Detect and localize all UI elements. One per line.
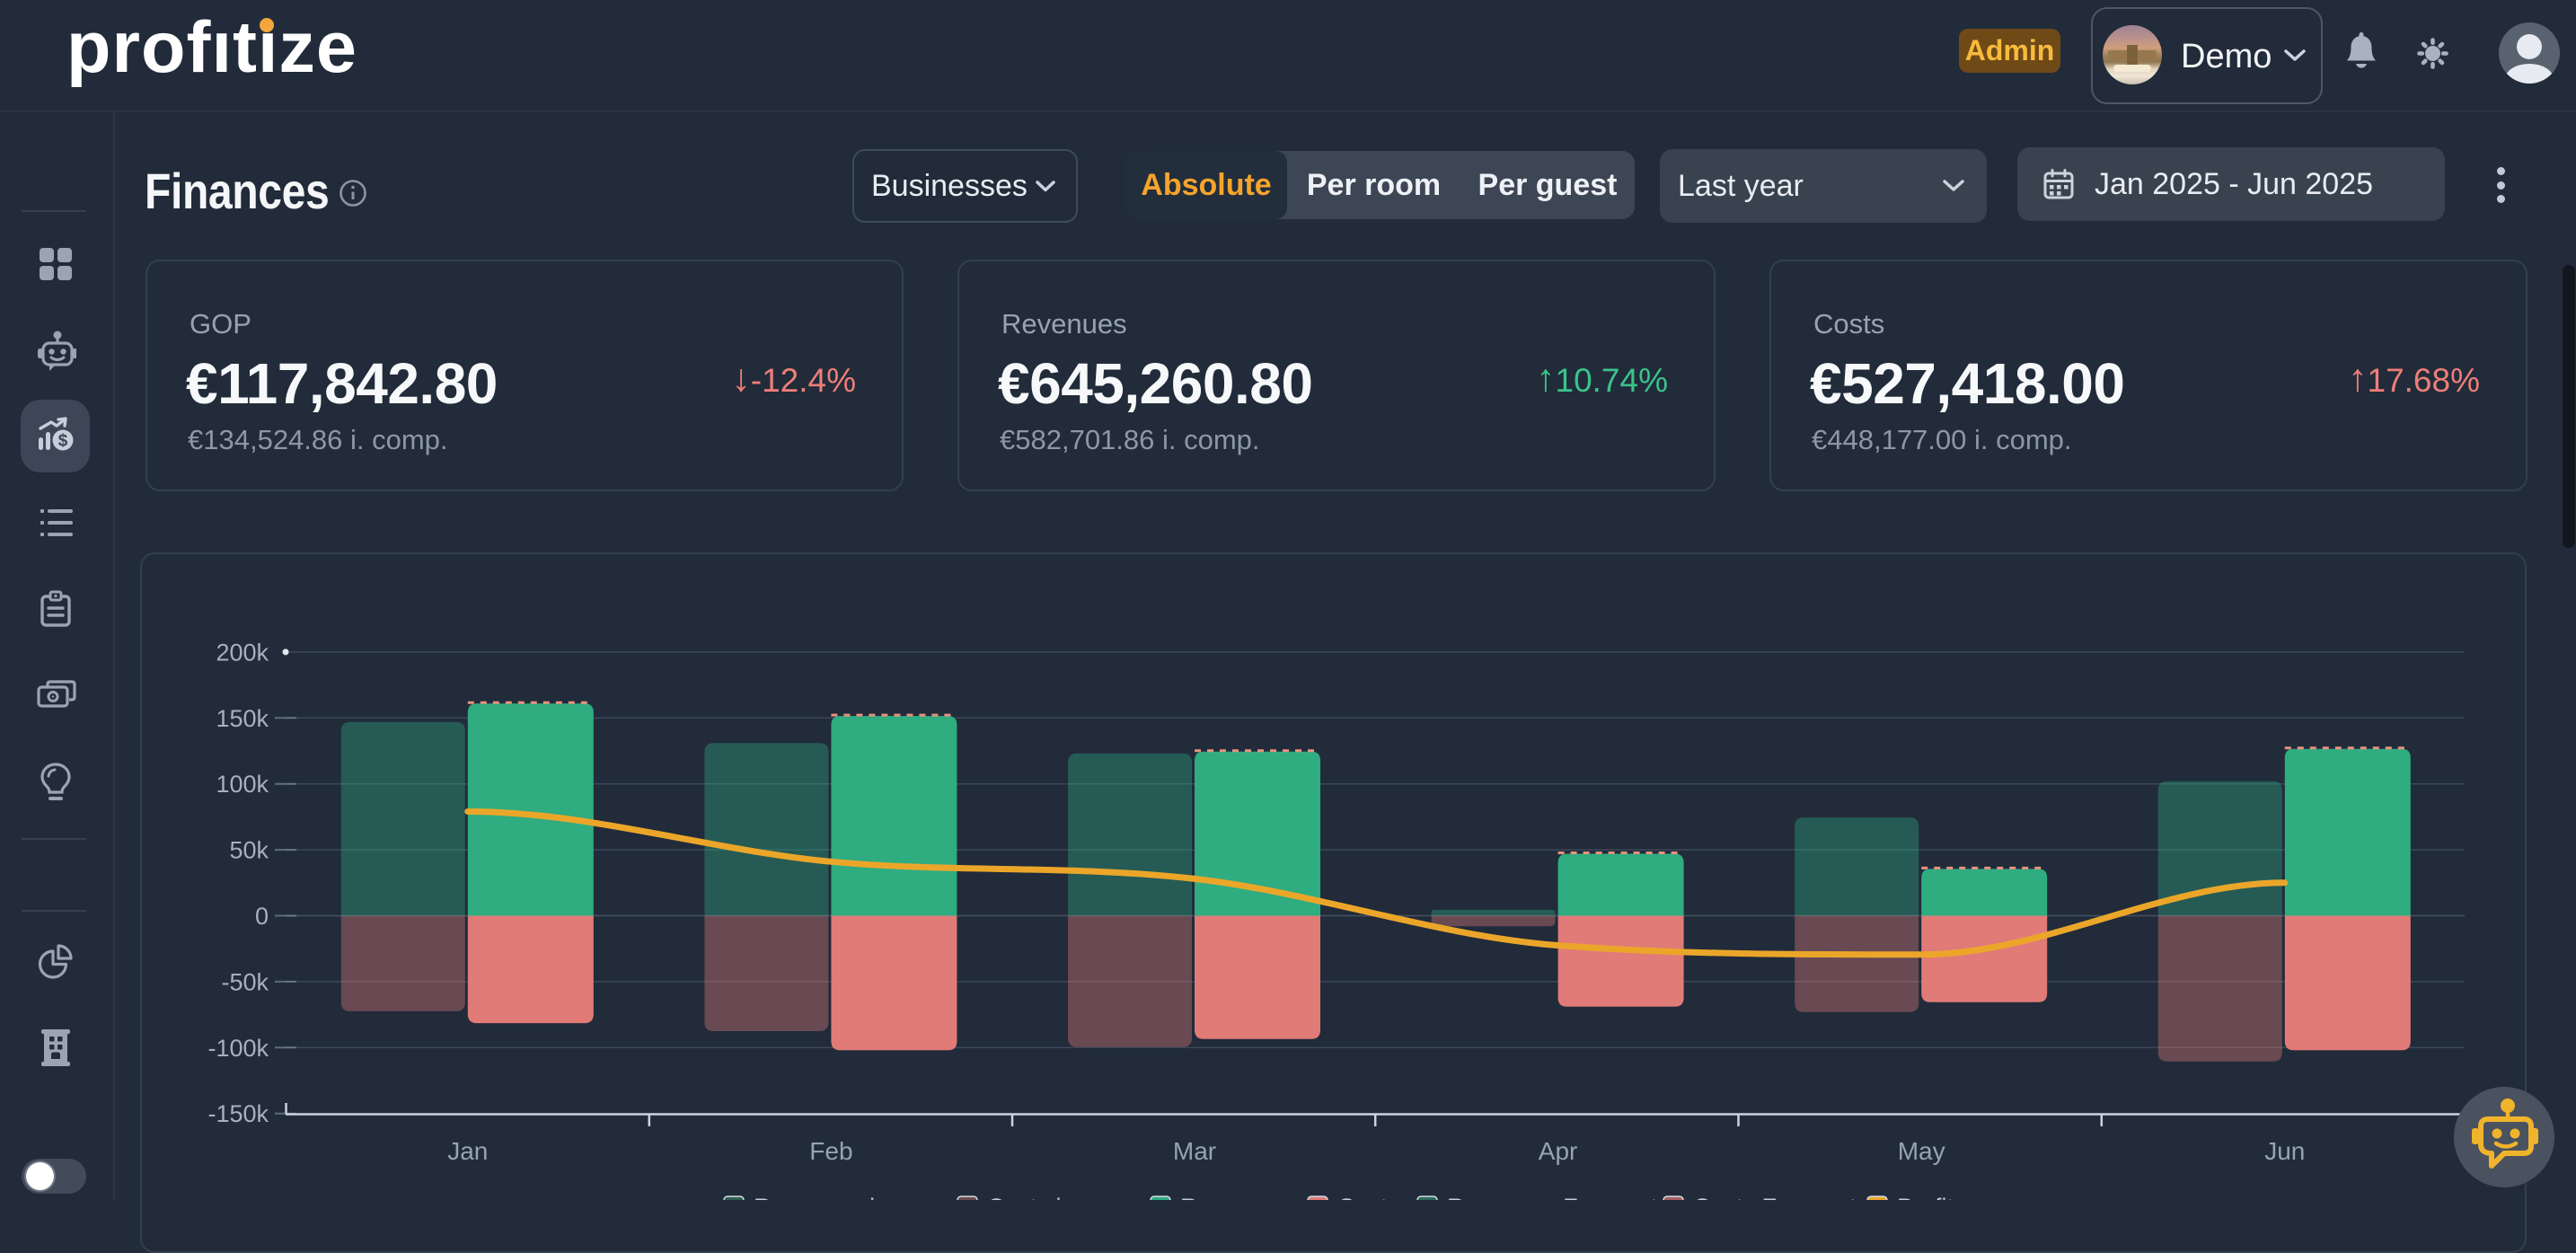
svg-text:Costs i. comp.: Costs i. comp.: [987, 1194, 1141, 1200]
svg-text:-150k: -150k: [207, 1100, 269, 1127]
svg-text:Revenues: Revenues: [1180, 1194, 1290, 1200]
svg-text:Costs: Costs: [1337, 1194, 1399, 1200]
svg-text:Costs Forecast: Costs Forecast: [1693, 1194, 1857, 1200]
svg-text:Mar: Mar: [1173, 1137, 1216, 1165]
svg-text:-50k: -50k: [221, 968, 269, 995]
svg-text:Apr: Apr: [1539, 1137, 1578, 1165]
svg-text:Feb: Feb: [809, 1137, 852, 1165]
svg-text:Jun: Jun: [2264, 1137, 2305, 1165]
svg-text:Jan: Jan: [447, 1137, 488, 1165]
svg-text:0: 0: [255, 903, 269, 930]
svg-text:May: May: [1898, 1137, 1945, 1165]
svg-text:150k: 150k: [216, 705, 269, 732]
svg-text:Revenues Forecast: Revenues Forecast: [1447, 1194, 1658, 1200]
svg-text:200k: 200k: [216, 639, 269, 666]
svg-text:$: $: [57, 432, 67, 451]
svg-text:Revenues i. comp.: Revenues i. comp.: [754, 1194, 955, 1200]
svg-text:-100k: -100k: [207, 1035, 269, 1062]
svg-text:100k: 100k: [216, 771, 269, 798]
svg-text:50k: 50k: [229, 837, 269, 864]
svg-text:Profit: Profit: [1897, 1194, 1954, 1200]
